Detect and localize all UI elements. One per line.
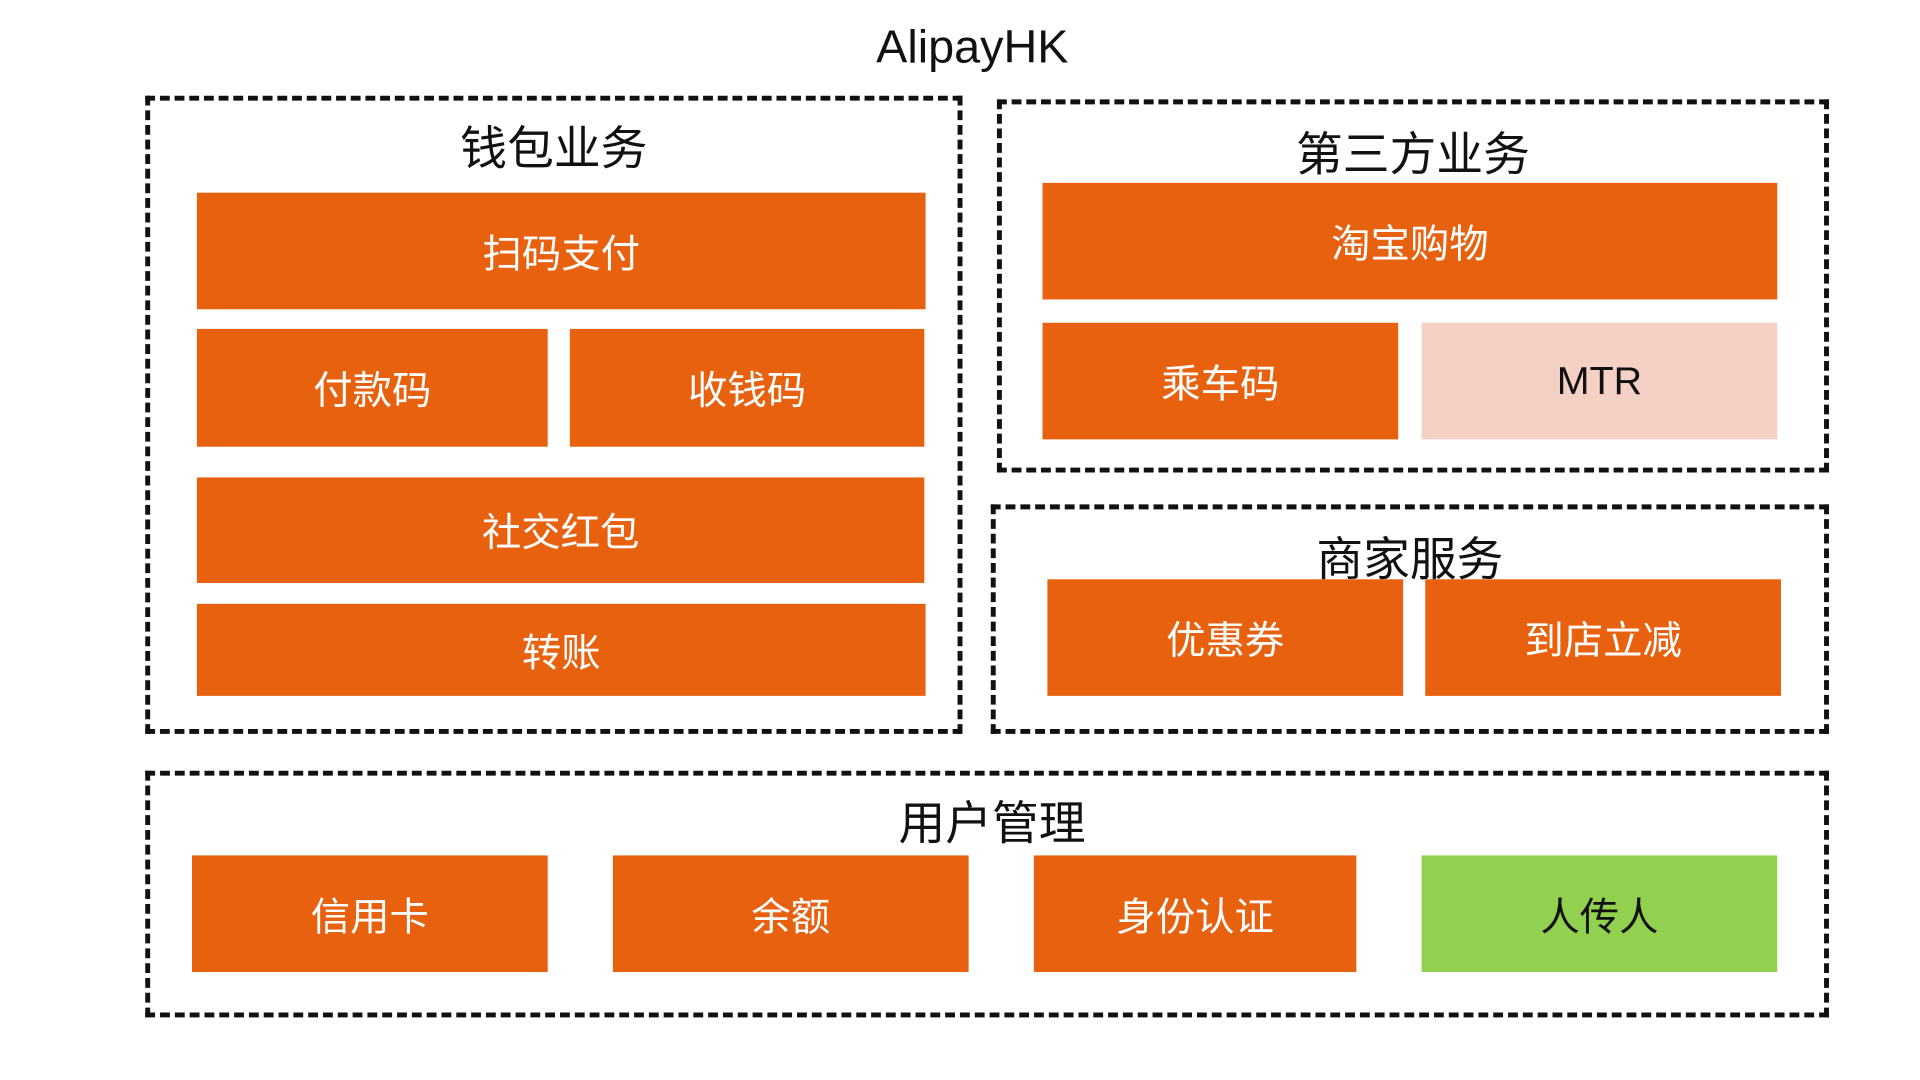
- block-taobao: 淘宝购物: [1042, 182, 1778, 300]
- block-identity-verification: 身份认证: [1033, 855, 1357, 973]
- group-merchant: 商家服务: [990, 504, 1829, 734]
- group-user: 用户管理: [145, 770, 1829, 1018]
- group-title: 用户管理: [898, 798, 1086, 851]
- block-pay-code: 付款码: [196, 328, 548, 447]
- block-scan-pay: 扫码支付: [196, 192, 926, 310]
- block-mtr: MTR: [1421, 322, 1778, 440]
- group-title: 商家服务: [1316, 535, 1504, 587]
- block-credit-card: 信用卡: [192, 855, 548, 973]
- group-title: 钱包业务: [460, 123, 648, 176]
- block-coupon: 优惠券: [1047, 579, 1404, 696]
- block-in-store-discount: 到店立减: [1425, 579, 1781, 696]
- block-balance: 余额: [612, 855, 969, 973]
- group-title: 第三方业务: [1296, 130, 1530, 182]
- block-red-packet: 社交红包: [196, 477, 925, 583]
- group-third-party: 第三方业务: [996, 99, 1829, 473]
- diagram-title: AlipayHK: [876, 22, 1069, 74]
- block-transfer: 转账: [196, 603, 926, 696]
- group-wallet: 钱包业务: [145, 95, 963, 734]
- block-ride-code: 乘车码: [1042, 322, 1399, 440]
- block-p2p: 人传人: [1421, 855, 1778, 973]
- block-receive-code: 收钱码: [569, 328, 925, 447]
